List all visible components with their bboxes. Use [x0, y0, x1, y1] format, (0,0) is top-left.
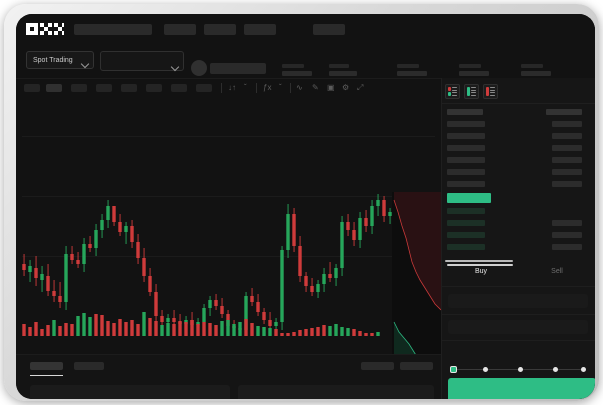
timeframe-3[interactable]: [71, 84, 87, 92]
chevron-down-icon: [80, 57, 90, 75]
timeframe-6[interactable]: [146, 84, 162, 92]
nav-item-2[interactable]: [204, 24, 236, 35]
pencil-icon[interactable]: ✎: [312, 83, 319, 92]
orderbook-row-ask-amount: [552, 121, 582, 127]
orderbook-col-header-amount: [546, 109, 582, 115]
line-tool-icon[interactable]: ∿: [296, 83, 303, 92]
order-price-field[interactable]: [448, 294, 588, 308]
orderbook-row-ask[interactable]: [447, 181, 485, 187]
nav-item-1[interactable]: [164, 24, 196, 35]
orderbook-row-bid[interactable]: [447, 232, 485, 238]
orderbook-view-modes: [445, 84, 498, 99]
tab-sell[interactable]: Sell: [551, 268, 563, 275]
slider-stop-100[interactable]: [581, 366, 586, 372]
last-price: [210, 63, 266, 74]
orderbook-row-ask-amount: [552, 145, 582, 151]
orderbook-row-ask-amount: [552, 169, 582, 175]
gridline: [22, 196, 435, 197]
timeframe-5[interactable]: [121, 84, 137, 92]
orderbook-row-ask[interactable]: [447, 157, 485, 163]
fullscreen-icon[interactable]: ⤢: [357, 83, 364, 92]
nav-item-4[interactable]: [313, 24, 345, 35]
timeframe-1[interactable]: [24, 84, 40, 92]
orderbook-row-bid[interactable]: [447, 244, 485, 250]
price-chart[interactable]: [16, 96, 442, 389]
timeframe-2[interactable]: [46, 84, 62, 92]
chart-type-chevron-icon[interactable]: ˇ: [244, 83, 247, 92]
orderbook-scrollbar[interactable]: [445, 260, 513, 262]
amount-percent-slider[interactable]: [450, 364, 586, 374]
order-amount-field[interactable]: [448, 320, 588, 334]
app-header: [16, 14, 595, 44]
gridline: [22, 256, 435, 257]
orderbook-row-bid-amount: [552, 232, 582, 238]
orderbook-row-ask-amount: [552, 181, 582, 187]
slider-stop-25[interactable]: [483, 366, 488, 372]
orderbook-row-ask[interactable]: [447, 133, 485, 139]
market-type-dropdown[interactable]: Spot Trading: [26, 51, 94, 69]
timeframe-4[interactable]: [96, 84, 112, 92]
indicators-chevron-icon[interactable]: ˇ: [279, 83, 282, 92]
chevron-down-icon: [170, 57, 180, 75]
slider-stop-75[interactable]: [553, 366, 558, 372]
candles-icon[interactable]: ↓↑: [228, 83, 236, 92]
orderbook-row-bid[interactable]: [447, 220, 485, 226]
orderbook-last-price: [447, 193, 491, 203]
bottom-action-1[interactable]: [361, 362, 394, 370]
slider-stop-50[interactable]: [518, 366, 523, 372]
settings-icon[interactable]: ⚙: [342, 83, 350, 92]
orderbook-row-ask-amount: [552, 157, 582, 163]
orderbook-row-ask[interactable]: [447, 145, 485, 151]
bottom-tab-order-history[interactable]: [74, 362, 104, 370]
active-tab-underline: [30, 375, 63, 376]
device-bezel: Spot Trading: [4, 4, 599, 401]
timeframe-7[interactable]: [171, 84, 187, 92]
market-stat-1: [282, 64, 312, 76]
orderbook-row-ask[interactable]: [447, 169, 485, 175]
bottom-tab-open-orders[interactable]: [30, 362, 63, 370]
orderbook-mode-bids[interactable]: [464, 84, 479, 99]
market-stat-3: [397, 64, 427, 76]
orderbook-row-ask-amount: [552, 133, 582, 139]
volume-series: [22, 312, 380, 336]
orderbook-row-ask[interactable]: [447, 121, 485, 127]
orderbook-mode-both[interactable]: [445, 84, 460, 99]
market-subbar: Spot Trading: [16, 44, 595, 78]
bottom-action-2[interactable]: [400, 362, 433, 370]
market-stat-5: [521, 64, 551, 76]
trading-pair-dropdown[interactable]: [100, 51, 184, 72]
device-screen: Spot Trading: [16, 14, 595, 399]
orderbook-and-form: Buy Sell: [441, 78, 595, 399]
chart-toolbar: ↓↑ ˇ ƒx ˇ ∿ ✎ ▣ ⚙ ⤢: [16, 78, 441, 98]
gridline: [22, 136, 435, 137]
market-stat-2: [329, 64, 357, 76]
orderbook-row-bid-amount: [552, 220, 582, 226]
bottom-card-right[interactable]: [238, 385, 434, 399]
indicators-icon[interactable]: ƒx: [263, 83, 272, 92]
market-stat-4: [459, 64, 489, 76]
slider-handle[interactable]: [450, 365, 457, 373]
orderbook-mode-asks[interactable]: [483, 84, 498, 99]
bottom-card-left[interactable]: [30, 385, 230, 399]
timeframe-8[interactable]: [196, 84, 212, 92]
nav-item-3[interactable]: [244, 24, 276, 35]
active-tab-underline: [447, 264, 513, 266]
orderbook-divider: [442, 103, 595, 104]
search-input[interactable]: [74, 24, 152, 35]
orderbook-row-bid[interactable]: [447, 208, 485, 214]
orderbook-col-header-price: [447, 109, 483, 115]
coin-avatar: [191, 60, 207, 76]
camera-icon[interactable]: ▣: [327, 83, 335, 92]
okx-logo[interactable]: [26, 23, 64, 36]
order-form-tabs: Buy Sell: [442, 264, 595, 286]
tab-buy[interactable]: Buy: [474, 268, 488, 275]
market-type-label: Spot Trading: [33, 57, 73, 64]
submit-buy-button[interactable]: [448, 378, 595, 399]
orders-panel: [16, 354, 441, 399]
orderbook-row-bid-amount: [552, 244, 582, 250]
